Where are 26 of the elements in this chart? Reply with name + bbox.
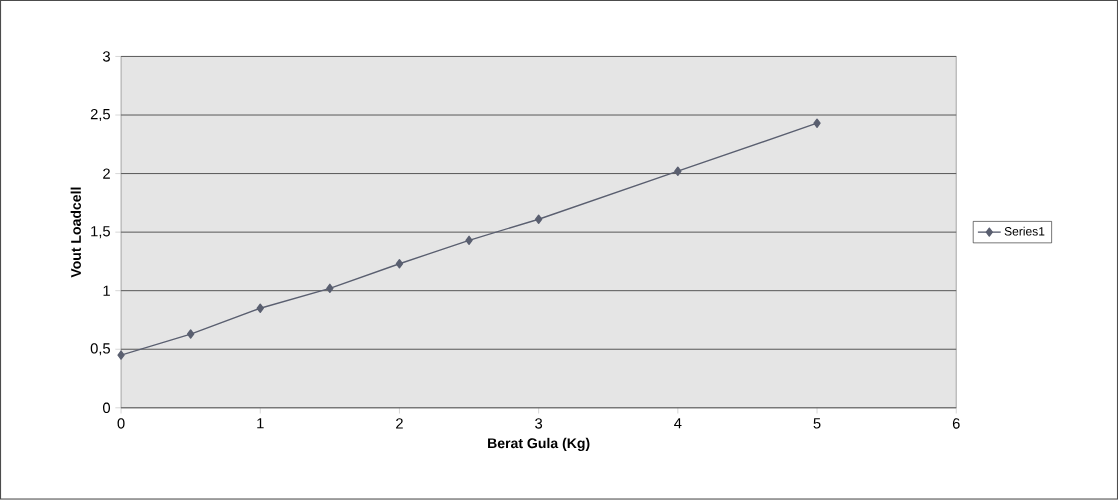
point	[326, 283, 334, 294]
x-tick-label: 4	[674, 418, 682, 429]
y-tick-label: 2	[103, 168, 110, 179]
x-tick-label: 0	[117, 418, 125, 429]
y-tick-label: 3	[102, 51, 110, 62]
point	[395, 259, 404, 269]
x-tick-label: 6	[952, 418, 960, 429]
point	[465, 235, 473, 246]
point	[674, 166, 682, 177]
point	[117, 350, 125, 360]
x-tick-label: 2	[396, 418, 403, 429]
y-tick-label: 1,5	[91, 226, 110, 239]
y-axis-title: Vout Loadcell	[70, 187, 81, 278]
y-tick-label: 2,5	[90, 109, 110, 122]
point	[813, 118, 821, 129]
x-tick-label: 1	[257, 418, 264, 429]
legend-label: Series1	[1004, 226, 1045, 236]
x-tick-label: 5	[813, 418, 821, 429]
y-tick-label: 1	[103, 285, 110, 296]
y-tick-label: 0	[102, 402, 111, 414]
x-axis-title: Berat Gula (Kg)	[488, 438, 590, 452]
x-tick-label: 3	[535, 418, 543, 429]
point	[256, 303, 264, 314]
point	[186, 329, 195, 339]
y-tick-label: 0,5	[90, 343, 110, 356]
point	[534, 214, 543, 225]
